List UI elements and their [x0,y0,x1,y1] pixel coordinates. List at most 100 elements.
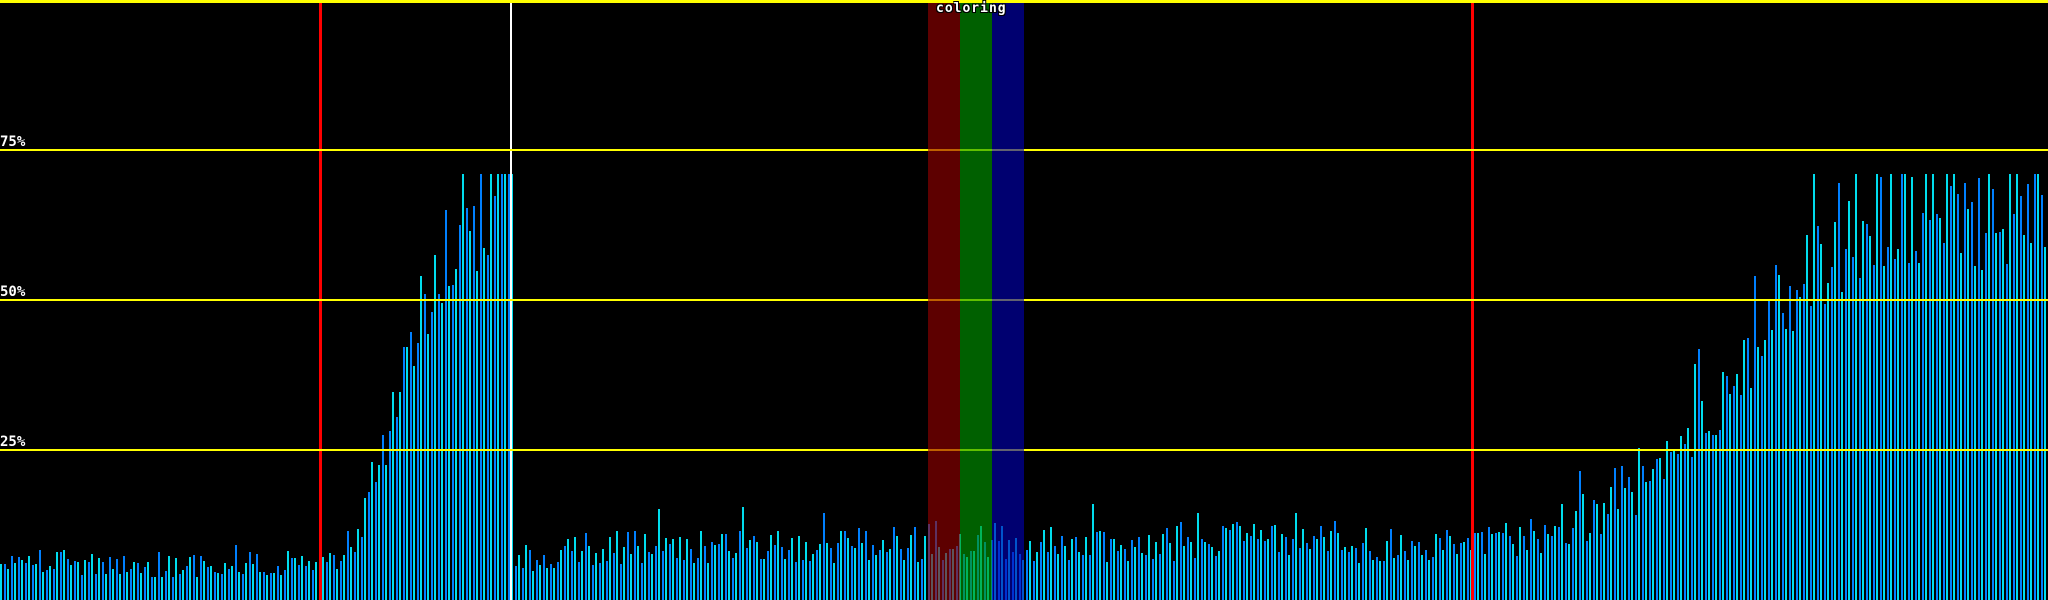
histogram-bar [1214,555,1217,600]
histogram-bar [1771,330,1774,600]
histogram-bar [420,275,423,600]
histogram-bar [1519,527,1522,600]
histogram-bar [1011,552,1014,600]
histogram-bar [31,565,34,600]
histogram-bar [1578,471,1581,600]
histogram-bar [1547,533,1550,600]
histogram-bar [675,557,678,600]
histogram-bar [147,562,150,600]
histogram-bar [794,561,797,600]
histogram-bar [409,331,412,600]
histogram-bar [1190,542,1193,600]
histogram-bar [854,548,857,600]
histogram-bar [1939,217,1942,600]
histogram-bar [143,566,146,600]
histogram-bar [710,542,713,600]
histogram-bar [14,562,17,600]
histogram-bar [1393,558,1396,600]
histogram-bar [217,573,220,600]
histogram-bar [108,557,111,600]
histogram-bar [2026,184,2029,600]
cursor-red-right[interactable] [1471,0,1474,600]
histogram-bar [1057,554,1060,600]
histogram-bar [1715,435,1718,600]
histogram-bar [1827,283,1830,600]
histogram-bar [1970,201,1973,600]
histogram-bar [875,555,878,600]
histogram-bar [1288,555,1291,600]
histogram-bar [927,523,930,600]
histogram-bar [756,542,759,600]
histogram-bar [255,553,258,600]
histogram-bar [136,562,139,600]
histogram-bar [696,558,699,600]
histogram-bar [1337,533,1340,600]
histogram-bar [1795,290,1798,600]
histogram-bar [791,537,794,600]
histogram-bar [1536,539,1539,600]
histogram-bar [787,549,790,600]
histogram-bar [1613,468,1616,600]
histogram-bar [346,531,349,600]
histogram-bar [178,574,181,600]
histogram-bar [2023,234,2026,600]
coloring-blue-band [992,3,1024,600]
histogram-bar [357,529,360,600]
histogram-bar [374,481,377,600]
histogram-bar [542,555,545,600]
histogram-bar [451,285,454,600]
histogram-bar [1400,534,1403,600]
histogram-bar [1582,493,1585,600]
histogram-bar [1956,193,1959,600]
histogram-bar [423,293,426,600]
histogram-bar [0,564,3,600]
histogram-bar [378,465,381,600]
histogram-bar [976,535,979,600]
histogram-bar [605,560,608,600]
histogram-bar [1697,349,1700,600]
histogram-bar [651,554,654,600]
histogram-bar [241,574,244,600]
histogram-bar [1463,541,1466,600]
histogram-bar [1270,525,1273,600]
histogram-bar [1736,373,1739,600]
histogram-bar [1403,550,1406,600]
histogram-bar [94,573,97,600]
histogram-bar [885,552,888,600]
histogram-bar [182,569,185,600]
cursor-white[interactable] [510,0,512,600]
histogram-bar [1081,554,1084,600]
histogram-bar [1193,557,1196,600]
histogram-bar [339,561,342,600]
histogram-bar [1302,529,1305,600]
histogram-bar [1641,466,1644,600]
histogram-bar [119,574,122,600]
histogram-bar [1305,543,1308,600]
histogram-bar [945,552,948,600]
histogram-bar [987,557,990,600]
histogram-bar [66,558,69,600]
histogram-bar [1323,537,1326,600]
histogram-bar [595,553,598,600]
histogram-bar [1064,546,1067,600]
histogram-bar [1883,266,1886,600]
histogram-bar [1690,457,1693,600]
cursor-red-left[interactable] [319,0,322,600]
histogram-bar [1802,284,1805,600]
histogram-bar [1666,441,1669,600]
histogram-bar [171,577,174,600]
histogram-bar [1673,449,1676,600]
histogram-bar [924,535,927,600]
histogram-bar [17,557,20,600]
histogram-bar [1960,252,1963,600]
histogram-bar [332,555,335,600]
histogram-bar [1851,257,1854,600]
histogram-bar [262,572,265,600]
histogram-bar [910,534,913,600]
histogram-bar [2012,214,2015,600]
histogram-bar [406,346,409,600]
histogram-bar [1526,550,1529,600]
histogram-bar [717,543,720,600]
